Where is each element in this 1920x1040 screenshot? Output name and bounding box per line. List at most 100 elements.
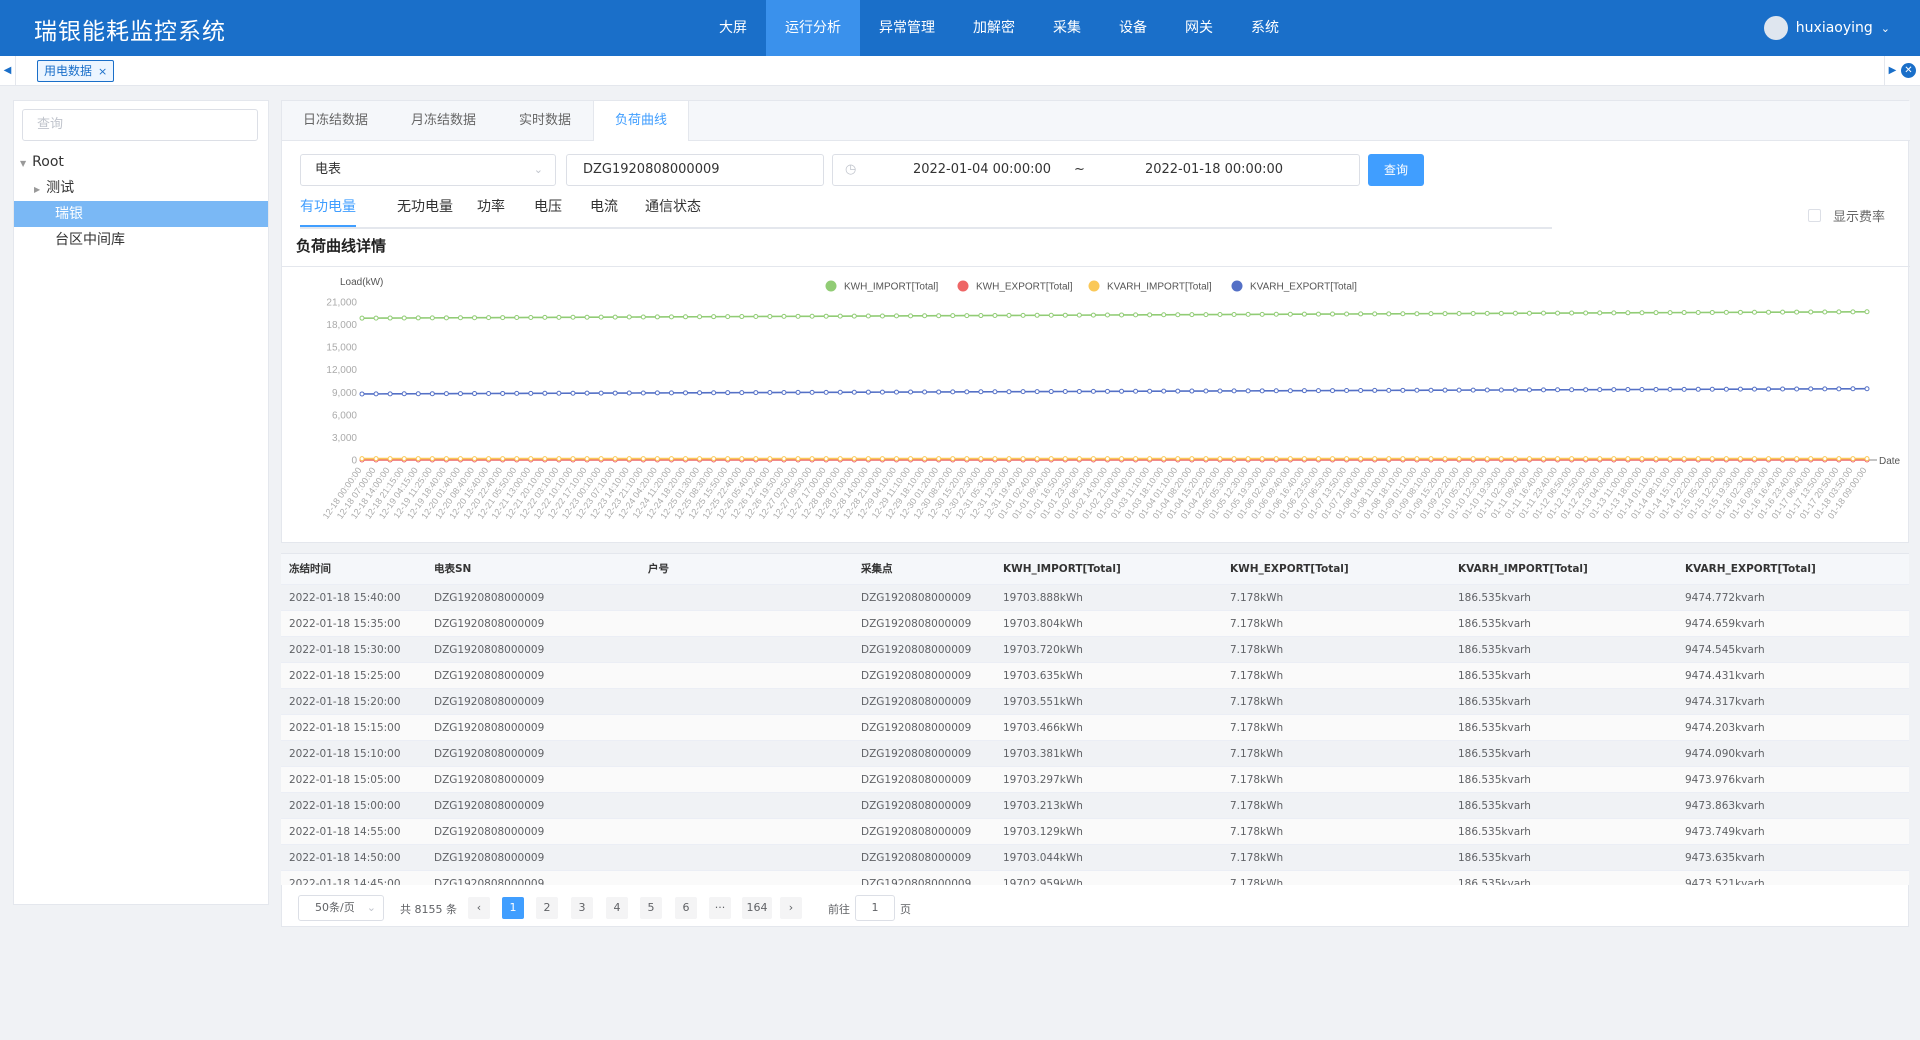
metric-tab[interactable]: 无功电量 [397, 199, 453, 215]
checkbox-box[interactable] [1808, 209, 1821, 222]
table-row[interactable]: 2022-01-18 15:40:00 DZG1920808000009 DZG19… [281, 585, 1909, 611]
goto-label: 前往 [828, 903, 850, 916]
close-icon[interactable]: × [98, 65, 108, 78]
page-button[interactable]: 1 [502, 897, 524, 919]
table-cell: 19703.804kWh [1003, 618, 1083, 630]
nav-item[interactable]: 设备 [1119, 20, 1147, 36]
nav-item[interactable]: 系统 [1251, 20, 1279, 36]
table-row[interactable]: 2022-01-18 14:50:00 DZG1920808000009 DZG19… [281, 845, 1909, 871]
data-point [1400, 387, 1406, 393]
end-date[interactable]: 2022-01-18 00:00:00 [1144, 162, 1284, 177]
start-date[interactable]: 2022-01-04 00:00:00 [912, 162, 1052, 177]
metric-tab[interactable]: 电压 [534, 199, 562, 215]
data-point [443, 315, 449, 321]
scroll-left-icon[interactable]: ◀ [0, 56, 16, 86]
device-type-select[interactable]: 电表 ⌄ [300, 154, 556, 186]
data-point [1751, 309, 1757, 315]
data-point [1569, 387, 1575, 393]
metric-tab[interactable]: 有功电量 [300, 197, 356, 227]
tab-2[interactable]: 月冻结数据 [411, 113, 477, 128]
tree-search-input[interactable]: 查询 [22, 109, 258, 141]
data-point [1175, 456, 1181, 462]
nav-item[interactable]: 采集 [1053, 20, 1081, 36]
page-button[interactable]: 5 [640, 897, 662, 919]
scroll-right-icon[interactable]: ▶ [1884, 56, 1900, 86]
data-point [683, 390, 689, 396]
tree-node-ruiyin[interactable]: 瑞银 [14, 201, 268, 227]
show-rate-checkbox[interactable]: 显示费率 [1808, 206, 1885, 225]
table-cell: 7.178kWh [1230, 748, 1284, 760]
column-header[interactable]: 电表SN [434, 563, 472, 575]
column-header[interactable]: 冻结时间 [289, 563, 331, 575]
metric-tab[interactable]: 电流 [590, 199, 618, 215]
data-point [1442, 456, 1448, 462]
date-range-picker[interactable]: ◷ 2022-01-04 00:00:00 ~ 2022-01-18 00:00… [832, 154, 1360, 186]
page-size-select[interactable]: 50条/页 ⌄ [298, 895, 384, 921]
table-row[interactable]: 2022-01-18 15:10:00 DZG1920808000009 DZG19… [281, 741, 1909, 767]
table-cell: DZG1920808000009 [434, 722, 545, 734]
table-cell: 9473.521kvarh [1685, 878, 1765, 885]
pagination: 50条/页 ⌄ 共 8155 条 ‹ 1 2 3 4 5 6 ··· 164 › 前往 1 页 [281, 885, 1909, 927]
data-point [1850, 309, 1856, 315]
caret-down-icon[interactable]: ▼ [20, 159, 27, 168]
tree-node-test[interactable]: ▶ 测试 [34, 175, 262, 201]
tree-node-zhongjianku[interactable]: 台区中间库 [55, 227, 262, 253]
table-row[interactable]: 2022-01-18 15:05:00 DZG1920808000009 DZG19… [281, 767, 1909, 793]
data-point [1133, 312, 1139, 318]
meter-sn-input[interactable]: DZG1920808000009 [566, 154, 824, 186]
table-row[interactable]: 2022-01-18 14:55:00 DZG1920808000009 DZG19… [281, 819, 1909, 845]
table-row[interactable]: 2022-01-18 15:00:00 DZG1920808000009 DZG19… [281, 793, 1909, 819]
tree-node-root[interactable]: ▼ Root [20, 149, 262, 175]
nav-item[interactable]: 加解密 [973, 20, 1015, 36]
page-button[interactable]: ··· [709, 897, 731, 919]
page-button[interactable]: 2 [536, 897, 558, 919]
page-button[interactable]: 6 [675, 897, 697, 919]
nav-item[interactable]: 网关 [1185, 20, 1213, 36]
next-page-button[interactable]: › [780, 897, 802, 919]
table-row[interactable]: 2022-01-18 15:30:00 DZG1920808000009 DZG19… [281, 637, 1909, 663]
close-all-icon[interactable]: ✕ [1901, 63, 1916, 78]
data-point [683, 314, 689, 320]
data-point [387, 391, 393, 397]
column-header[interactable]: KWH_EXPORT[Total] [1230, 563, 1349, 575]
column-header[interactable]: 采集点 [861, 563, 893, 575]
tab-1[interactable]: 日冻结数据 [303, 113, 369, 128]
prev-page-button[interactable]: ‹ [468, 897, 490, 919]
legend-item[interactable]: KVARH_EXPORT[Total] [1231, 280, 1358, 293]
legend-item[interactable]: KWH_EXPORT[Total] [957, 280, 1073, 293]
user-menu[interactable]: huxiaoying ⌄ [1763, 0, 1890, 56]
column-header[interactable]: KVARH_IMPORT[Total] [1458, 563, 1588, 575]
legend-item[interactable]: KVARH_IMPORT[Total] [1088, 280, 1212, 293]
table-cell: 7.178kWh [1230, 774, 1284, 786]
table-row[interactable]: 2022-01-18 15:20:00 DZG1920808000009 DZG19… [281, 689, 1909, 715]
data-point [1695, 386, 1701, 392]
column-header[interactable]: KVARH_EXPORT[Total] [1685, 563, 1816, 575]
data-point [401, 456, 407, 462]
nav-item[interactable]: 大屏 [719, 20, 747, 36]
caret-right-icon[interactable]: ▶ [34, 185, 41, 194]
data-point [1653, 310, 1659, 316]
goto-page-input[interactable]: 1 [855, 895, 895, 921]
tag-power-data[interactable]: 用电数据 × [37, 60, 115, 82]
metric-tab[interactable]: 通信状态 [645, 199, 701, 215]
page-button[interactable]: 164 [742, 897, 772, 919]
data-point [1808, 386, 1814, 392]
table-row[interactable]: 2022-01-18 14:45:00 DZG1920808000009 DZG19… [281, 871, 1909, 885]
tab-4[interactable]: 负荷曲线 [593, 101, 690, 141]
nav-item[interactable]: 运行分析 [766, 0, 860, 56]
table-cell: 7.178kWh [1230, 644, 1284, 656]
column-header[interactable]: KWH_IMPORT[Total] [1003, 563, 1121, 575]
data-point [992, 456, 998, 462]
page-button[interactable]: 4 [606, 897, 628, 919]
table-row[interactable]: 2022-01-18 15:25:00 DZG1920808000009 DZG19… [281, 663, 1909, 689]
data-point [837, 313, 843, 319]
table-row[interactable]: 2022-01-18 15:35:00 DZG1920808000009 DZG19… [281, 611, 1909, 637]
query-button[interactable]: 查询 [1368, 154, 1424, 186]
table-row[interactable]: 2022-01-18 15:15:00 DZG1920808000009 DZG19… [281, 715, 1909, 741]
metric-tab[interactable]: 功率 [477, 199, 505, 215]
legend-item[interactable]: KWH_IMPORT[Total] [825, 280, 939, 293]
nav-item[interactable]: 异常管理 [879, 20, 935, 36]
page-button[interactable]: 3 [571, 897, 593, 919]
tab-3[interactable]: 实时数据 [519, 113, 572, 128]
column-header[interactable]: 户号 [648, 563, 669, 575]
